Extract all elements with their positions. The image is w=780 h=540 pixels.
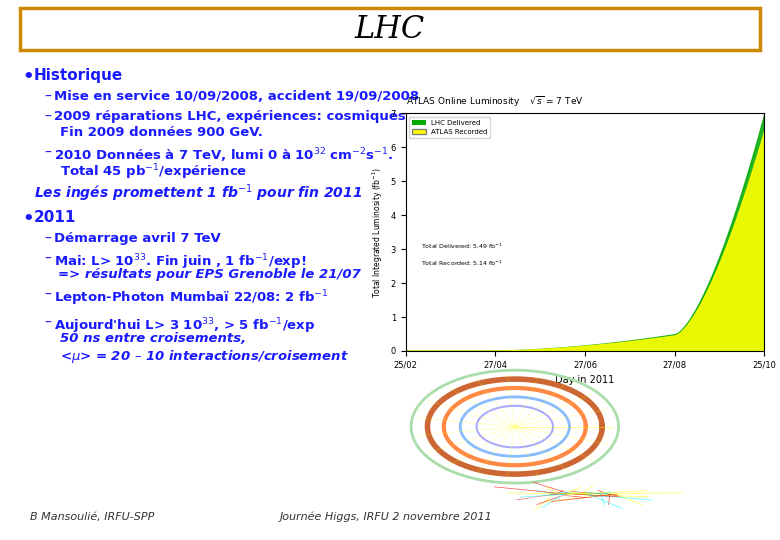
Text: –: – [44,288,51,302]
FancyBboxPatch shape [20,8,760,50]
Text: •: • [22,68,34,86]
Text: ATLAS Online Luminosity    $\sqrt{s}$ = 7 TeV: ATLAS Online Luminosity $\sqrt{s}$ = 7 T… [406,94,583,109]
Text: Lepton-Photon Mumbaï 22/08: 2 fb$^{-1}$: Lepton-Photon Mumbaï 22/08: 2 fb$^{-1}$ [54,288,328,308]
Text: –: – [44,232,51,246]
Text: <$\mu$> = 20 – 10 interactions/croisement: <$\mu$> = 20 – 10 interactions/croisemen… [60,348,349,365]
Text: –: – [44,146,51,160]
Text: 2009 réparations LHC, expériences: cosmiques.: 2009 réparations LHC, expériences: cosmi… [54,110,411,123]
Text: Historique: Historique [34,68,123,83]
Text: Total 45 pb$^{-1}$/expérience: Total 45 pb$^{-1}$/expérience [60,162,247,181]
Text: Fin 2009 données 900 GeV.: Fin 2009 données 900 GeV. [60,126,263,139]
Text: –: – [44,90,51,104]
Text: Mai: L> 10$^{33}$. Fin juin , 1 fb$^{-1}$/exp!: Mai: L> 10$^{33}$. Fin juin , 1 fb$^{-1}… [54,252,307,272]
Text: 2011: 2011 [34,210,76,225]
Text: B Mansoulié, IRFU-SPP: B Mansoulié, IRFU-SPP [30,512,154,522]
Text: Total Recorded: 5.14 fb$^{-1}$: Total Recorded: 5.14 fb$^{-1}$ [420,259,502,268]
Text: 50 ns entre croisements,: 50 ns entre croisements, [60,332,246,345]
Text: Total Delivered: 5.49 fb$^{-1}$: Total Delivered: 5.49 fb$^{-1}$ [420,242,502,252]
Text: Journée Higgs, IRFU 2 novembre 2011: Journée Higgs, IRFU 2 novembre 2011 [280,511,493,522]
Text: –: – [44,316,51,330]
Legend: LHC Delivered, ATLAS Recorded: LHC Delivered, ATLAS Recorded [409,117,491,138]
Text: Démarrage avril 7 TeV: Démarrage avril 7 TeV [54,232,221,245]
Text: 2010 Données à 7 TeV, lumi 0 à 10$^{32}$ cm$^{-2}$s$^{-1}$.: 2010 Données à 7 TeV, lumi 0 à 10$^{32}$… [54,146,393,165]
Text: ATLAS: ATLAS [665,388,723,406]
Y-axis label: Total Integrated Luminosity (fb$^{-1}$): Total Integrated Luminosity (fb$^{-1}$) [370,167,385,298]
Text: •: • [22,210,34,228]
Text: –: – [44,110,51,124]
Text: => résultats pour EPS Grenoble le 21/07: => résultats pour EPS Grenoble le 21/07 [58,268,361,281]
Text: LHC: LHC [355,14,425,44]
X-axis label: Day in 2011: Day in 2011 [555,375,615,385]
Text: EXPERIMENT: EXPERIMENT [668,416,721,425]
Text: Mise en service 10/09/2008, accident 19/09/2008: Mise en service 10/09/2008, accident 19/… [54,90,419,103]
Text: Aujourd'hui L> 3 10$^{33}$, > 5 fb$^{-1}$/exp: Aujourd'hui L> 3 10$^{33}$, > 5 fb$^{-1}… [54,316,315,335]
Text: Les ingés promettent 1 fb$^{-1}$ pour fin 2011: Les ingés promettent 1 fb$^{-1}$ pour fi… [34,182,362,204]
Text: –: – [44,252,51,266]
